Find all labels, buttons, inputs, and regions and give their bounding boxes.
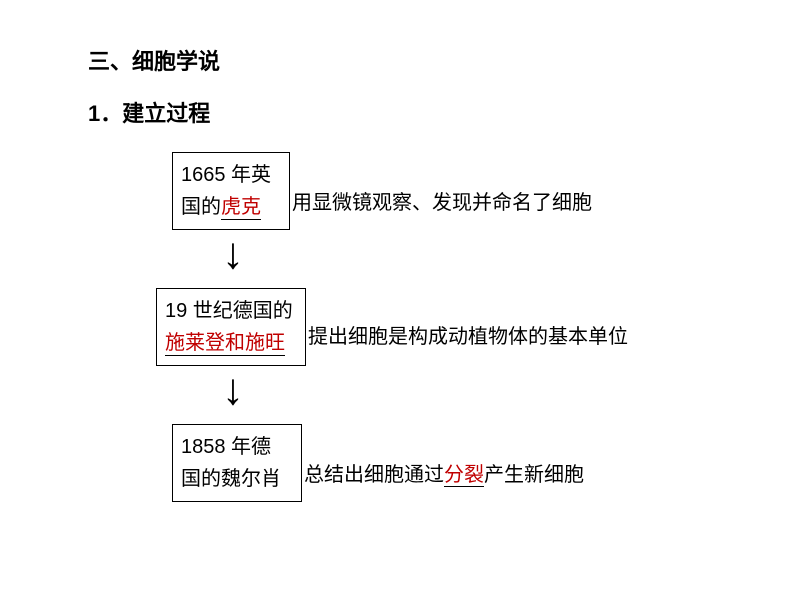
node2-line2-red: 施莱登和施旺 — [165, 332, 285, 356]
node3-caption-pre: 总结出细胞通过 — [304, 464, 444, 486]
node1-line2-red: 虎克 — [221, 196, 261, 220]
arrow-down-icon: ↓ — [222, 232, 244, 276]
node3-caption: 总结出细胞通过分裂产生新细胞 — [304, 458, 584, 487]
flowchart-node-2: 19 世纪德国的 施莱登和施旺 — [156, 288, 306, 366]
subsection-heading: 1．建立过程 — [88, 96, 210, 128]
node1-line2-pre: 国的 — [181, 196, 221, 218]
node2-caption: 提出细胞是构成动植物体的基本单位 — [308, 320, 628, 349]
node2-line1: 19 世纪德国的 — [165, 300, 293, 322]
flowchart-node-3: 1858 年德 国的魏尔肖 — [172, 424, 302, 502]
node1-line1: 1665 年英 — [181, 164, 271, 186]
arrow-down-icon: ↓ — [222, 368, 244, 412]
section-heading: 三、细胞学说 — [88, 44, 220, 76]
node3-line2: 国的魏尔肖 — [181, 468, 281, 490]
node3-caption-red: 分裂 — [444, 464, 484, 487]
node3-caption-post: 产生新细胞 — [484, 464, 584, 486]
node1-caption: 用显微镜观察、发现并命名了细胞 — [292, 186, 592, 215]
flowchart-node-1: 1665 年英 国的虎克 — [172, 152, 290, 230]
node3-line1: 1858 年德 — [181, 436, 271, 458]
